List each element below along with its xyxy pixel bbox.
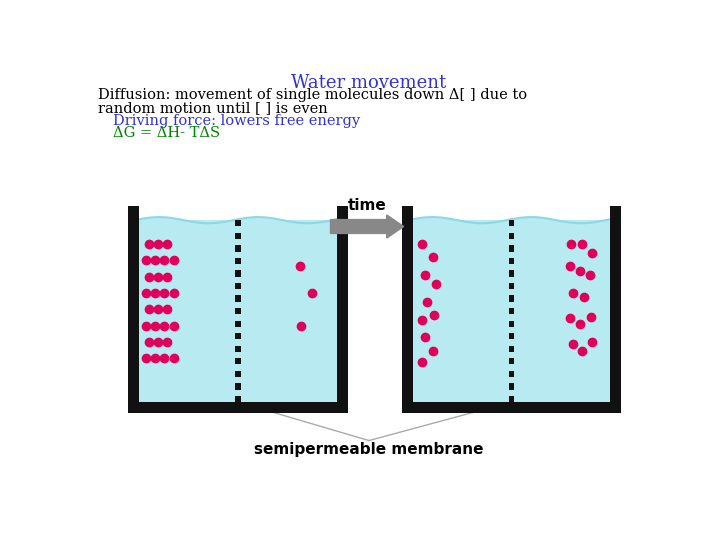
Bar <box>235 258 240 264</box>
Polygon shape <box>139 220 337 402</box>
Polygon shape <box>611 206 621 402</box>
Polygon shape <box>402 402 621 413</box>
Bar <box>509 220 514 226</box>
Bar <box>235 346 240 352</box>
Bar <box>509 396 514 402</box>
Bar <box>509 321 514 327</box>
Polygon shape <box>128 402 348 413</box>
Bar <box>509 383 514 389</box>
Text: Water movement: Water movement <box>292 74 446 92</box>
Bar <box>509 245 514 252</box>
Polygon shape <box>128 206 139 402</box>
Bar <box>509 346 514 352</box>
FancyArrow shape <box>330 215 404 238</box>
Text: semipermeable membrane: semipermeable membrane <box>254 442 484 457</box>
Bar <box>235 220 240 226</box>
Bar <box>235 283 240 289</box>
Text: Diffusion: movement of single molecules down Δ[ ] due to: Diffusion: movement of single molecules … <box>98 88 527 102</box>
Bar <box>235 396 240 402</box>
Bar <box>235 358 240 365</box>
Bar <box>235 295 240 302</box>
Bar <box>235 245 240 252</box>
Polygon shape <box>402 206 413 402</box>
Bar <box>509 308 514 314</box>
Bar <box>235 383 240 389</box>
Bar <box>235 370 240 377</box>
Bar <box>509 333 514 339</box>
Bar <box>509 358 514 365</box>
Text: random motion until [ ] is even: random motion until [ ] is even <box>98 101 328 115</box>
Bar <box>509 258 514 264</box>
Polygon shape <box>337 206 348 402</box>
Bar <box>235 308 240 314</box>
Bar <box>235 233 240 239</box>
Text: Driving force: lowers free energy: Driving force: lowers free energy <box>113 114 361 128</box>
Polygon shape <box>413 220 611 402</box>
Text: ΔG = ΔH- TΔS: ΔG = ΔH- TΔS <box>113 126 220 140</box>
Bar <box>235 271 240 276</box>
Bar <box>509 271 514 276</box>
Bar <box>235 333 240 339</box>
Bar <box>509 370 514 377</box>
Bar <box>509 283 514 289</box>
Text: time: time <box>348 198 387 213</box>
Bar <box>509 233 514 239</box>
Bar <box>235 321 240 327</box>
Bar <box>509 295 514 302</box>
